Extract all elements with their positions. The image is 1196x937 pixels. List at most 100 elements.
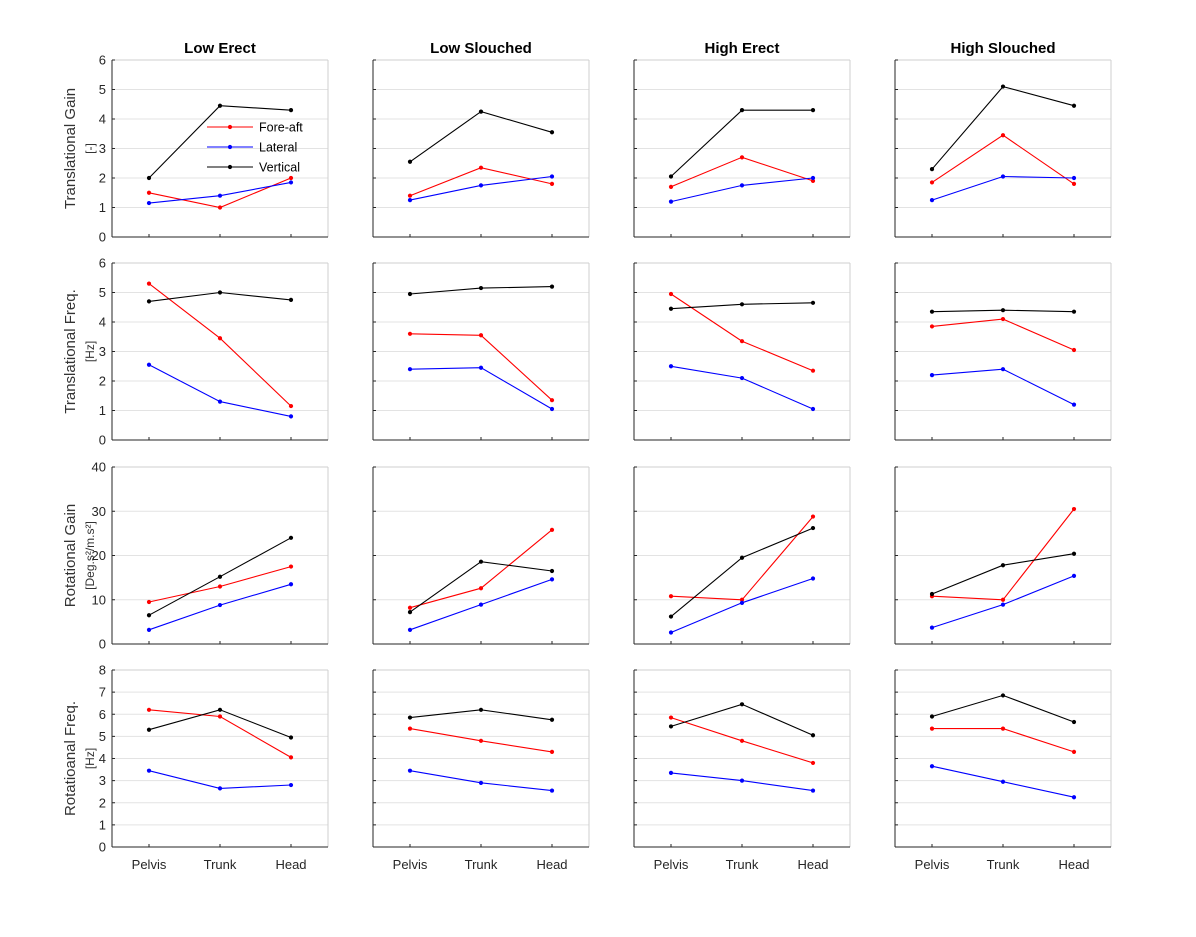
y-tick-label: 0 [99,637,106,652]
y-axis-label: Rotatioanal Freq. [62,701,79,816]
row-label-translational-gain: Translational Gain [-] [62,88,97,209]
y-tick-label: 3 [99,773,106,788]
data-point-fore-aft [1000,316,1006,322]
data-point-vertical [1071,719,1077,725]
y-tick-label: 10 [92,592,106,607]
y-tick-label: 4 [99,315,106,330]
data-point-fore-aft [288,403,294,409]
panel-rotational-gain-low-erect: 0 10 20 30 40 [92,460,329,652]
data-point-lateral [739,600,745,605]
data-point-lateral [478,602,484,607]
data-point-vertical [668,174,674,179]
data-point-lateral [288,414,294,419]
data-point-fore-aft [739,339,745,344]
data-point-lateral [1000,174,1006,179]
series-line-fore-aft [148,566,292,603]
y-axis-unit: [-] [83,143,97,154]
series-line-vertical [931,694,1075,723]
panel-rotational-gain-high-slouched [894,466,1112,645]
data-point-lateral [929,764,935,769]
y-tick-label: 1 [99,200,106,215]
data-point-fore-aft [217,584,223,589]
data-point-vertical [217,574,223,579]
data-point-vertical [929,167,935,172]
data-point-fore-aft [146,599,152,605]
series-line-fore-aft [148,177,292,209]
y-tick-label: 20 [92,548,106,563]
data-point-vertical [478,707,484,712]
y-tick-label: 3 [99,344,106,359]
data-point-lateral [668,199,674,204]
data-point-vertical [1071,103,1077,108]
data-point-vertical [739,108,745,113]
series-line-fore-aft [931,508,1075,601]
row-label-translational-freq: Translational Freq. [Hz] [62,289,97,414]
y-tick-label: 2 [99,374,106,389]
data-point-vertical [549,568,555,574]
y-tick-label: 5 [99,82,106,97]
data-point-fore-aft [1071,347,1077,353]
data-point-lateral [146,362,152,367]
data-point-lateral [1071,795,1077,800]
data-point-vertical [1000,308,1006,313]
data-point-lateral [217,786,223,791]
data-point-lateral [407,768,413,773]
series-line-lateral [148,364,292,417]
legend-marker-fore-aft [227,124,233,130]
y-tick-label: 40 [92,460,106,475]
data-point-vertical [407,715,413,720]
y-tick-label: 0 [99,433,106,448]
data-point-vertical [1000,563,1006,568]
row-label-rotatioanal-freq: Rotatioanal Freq. [Hz] [62,701,97,816]
series-line-lateral [670,177,814,203]
data-point-lateral [407,367,413,372]
data-point-vertical [146,613,152,618]
series-line-vertical [670,703,814,736]
series-line-lateral [409,175,553,201]
y-axis-label: Rotational Gain [62,504,79,607]
series-line-vertical [670,109,813,177]
column-title-low-slouched: Low Slouched [430,40,532,57]
data-point-fore-aft [929,324,935,329]
x-tick-label-pelvis: Pelvis [654,857,689,872]
y-tick-label: 4 [99,112,106,127]
data-point-vertical [549,717,555,722]
data-point-lateral [739,183,745,188]
data-point-lateral [549,406,555,412]
panel-translational-freq-high-erect [633,262,851,441]
data-point-fore-aft [478,165,484,170]
x-tick-label-head: Head [275,857,306,872]
data-point-fore-aft [739,597,745,602]
data-point-fore-aft [810,368,816,373]
data-point-lateral [146,627,152,632]
data-point-lateral [407,627,413,632]
data-point-vertical [1071,309,1077,314]
panel-rotational-gain-low-slouched [372,466,590,645]
y-tick-label: 2 [99,795,106,810]
data-point-lateral [146,768,152,773]
x-tick-label-trunk: Trunk [726,857,759,872]
data-point-lateral [929,625,935,630]
data-point-fore-aft [1000,726,1006,731]
y-tick-label: 4 [99,751,106,766]
data-point-vertical [810,525,816,531]
series-line-fore-aft [932,728,1075,753]
data-point-fore-aft [668,594,674,599]
y-tick-label: 0 [99,840,106,855]
row-label-rotational-gain: Rotational Gain [Deg.s²/m.s²] [62,504,97,607]
panel-rotatioanal-freq-high-slouched: Pelvis Trunk Head [894,669,1112,872]
column-title-high-slouched: High Slouched [951,40,1056,57]
y-tick-label: 1 [99,403,106,418]
data-point-lateral [217,193,223,198]
series-line-vertical [931,85,1075,170]
panel-translational-freq-high-slouched [894,262,1112,441]
y-axis-unit: [Deg.s²/m.s²] [83,521,97,590]
data-point-vertical [146,299,152,304]
data-point-lateral [549,577,555,582]
y-tick-label: 5 [99,729,106,744]
data-point-lateral [668,364,674,369]
data-point-fore-aft [549,398,555,403]
data-point-lateral [217,602,223,608]
data-point-vertical [288,297,294,302]
